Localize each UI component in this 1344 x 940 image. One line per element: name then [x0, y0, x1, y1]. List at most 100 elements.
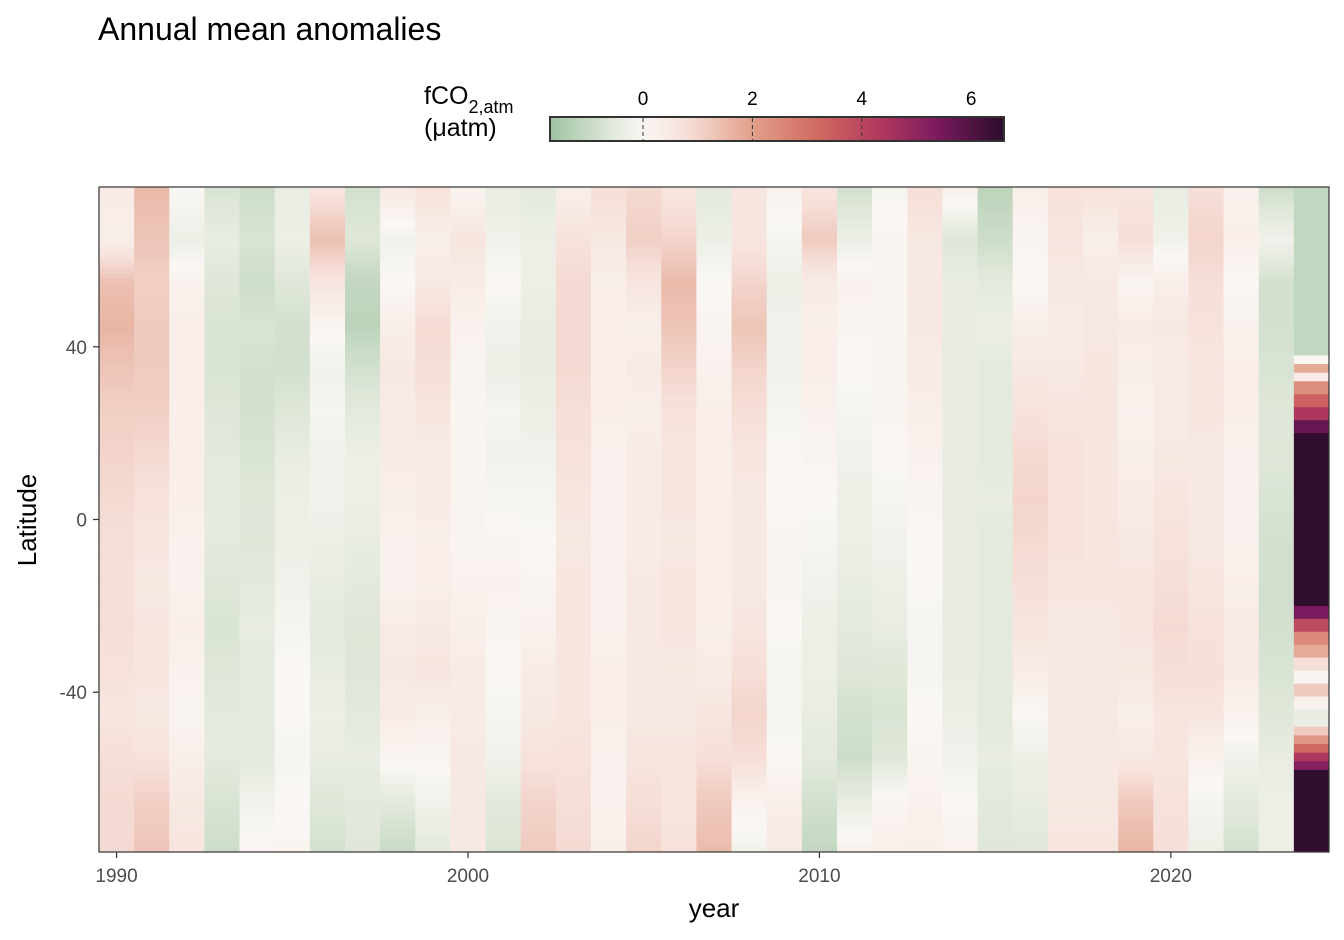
heatmap-cell: [1013, 792, 1049, 797]
heatmap-cell: [591, 420, 627, 425]
heatmap-cell: [1083, 386, 1119, 391]
heatmap-cell: [240, 705, 276, 710]
heatmap-cell: [978, 191, 1014, 196]
heatmap-cell: [767, 748, 803, 753]
heatmap-cell: [661, 731, 697, 736]
heatmap-cell: [1153, 722, 1189, 727]
heatmap-cell: [380, 589, 416, 594]
heatmap-cell: [99, 619, 135, 624]
heatmap-cell: [521, 571, 557, 576]
heatmap-cell: [626, 239, 662, 244]
heatmap-cell: [732, 826, 768, 831]
heatmap-cell: [380, 209, 416, 214]
heatmap-cell: [802, 602, 838, 607]
heatmap-cell: [521, 718, 557, 723]
heatmap-cell: [732, 822, 768, 827]
heatmap-cell: [1013, 571, 1049, 576]
heatmap-cell: [169, 714, 205, 719]
heatmap-cell: [204, 330, 240, 335]
heatmap-cell: [1083, 610, 1119, 615]
heatmap-cell: [415, 217, 451, 222]
heatmap-cell: [1083, 187, 1119, 192]
heatmap-cell: [99, 386, 135, 391]
heatmap-cell: [942, 779, 978, 784]
heatmap-cell: [1188, 830, 1224, 835]
heatmap-cell: [907, 779, 943, 784]
heatmap-cell: [169, 748, 205, 753]
heatmap-cell: [310, 722, 346, 727]
heatmap-cell: [1048, 528, 1084, 533]
heatmap-cell: [240, 468, 276, 473]
heatmap-cell: [450, 200, 486, 205]
heatmap-cell: [415, 494, 451, 499]
heatmap-cell: [942, 593, 978, 598]
heatmap-cell: [1083, 481, 1119, 486]
heatmap-cell: [204, 550, 240, 555]
heatmap-cell: [802, 817, 838, 822]
heatmap-cell: [240, 338, 276, 343]
heatmap-cell: [204, 425, 240, 430]
heatmap-cell: [767, 800, 803, 805]
heatmap-cell: [626, 295, 662, 300]
heatmap-cell: [521, 632, 557, 637]
heatmap-cell: [591, 187, 627, 192]
heatmap-cell: [380, 463, 416, 468]
heatmap-cell: [978, 291, 1014, 296]
heatmap-cell: [1013, 576, 1049, 581]
heatmap-cell: [1048, 809, 1084, 814]
heatmap-cell: [240, 425, 276, 430]
heatmap-cell: [415, 757, 451, 762]
heatmap-cell: [415, 610, 451, 615]
heatmap-cell: [486, 386, 522, 391]
heatmap-cell: [521, 597, 557, 602]
heatmap-cell: [521, 472, 557, 477]
heatmap-cell: [134, 839, 170, 844]
heatmap-cell: [204, 627, 240, 632]
heatmap-cell: [204, 286, 240, 291]
heatmap-cell: [345, 351, 381, 356]
heatmap-cell: [1048, 442, 1084, 447]
heatmap-cell: [450, 330, 486, 335]
heatmap-cell: [591, 541, 627, 546]
heatmap-cell: [204, 429, 240, 434]
heatmap-cell: [1083, 541, 1119, 546]
heatmap-cell: [380, 247, 416, 252]
heatmap-cell: [99, 304, 135, 309]
heatmap-cell: [591, 753, 627, 758]
heatmap-cell: [99, 334, 135, 339]
heatmap-cell: [942, 204, 978, 209]
heatmap-cell: [661, 455, 697, 460]
heatmap-cell: [450, 666, 486, 671]
heatmap-cell: [1153, 843, 1189, 848]
heatmap-cell: [696, 342, 732, 347]
heatmap-cell: [521, 584, 557, 589]
heatmap-cell: [872, 416, 908, 421]
heatmap-cell: [450, 230, 486, 235]
heatmap-cell: [415, 463, 451, 468]
heatmap-cell: [169, 416, 205, 421]
heatmap-cell: [978, 355, 1014, 360]
heatmap-cell: [1118, 532, 1154, 537]
heatmap-cell: [1013, 377, 1049, 382]
heatmap-cell: [696, 252, 732, 257]
heatmap-cell: [907, 485, 943, 490]
heatmap-cell: [696, 580, 732, 585]
heatmap-cell: [942, 308, 978, 313]
heatmap-cell: [486, 256, 522, 261]
heatmap-cell: [521, 830, 557, 835]
heatmap-cell: [240, 722, 276, 727]
heatmap-cell: [767, 662, 803, 667]
heatmap-cell: [310, 675, 346, 680]
heatmap-cell: [767, 360, 803, 365]
heatmap-cell: [1118, 735, 1154, 740]
heatmap-cell: [1083, 412, 1119, 417]
heatmap-cell: [521, 459, 557, 464]
heatmap-cell: [1083, 321, 1119, 326]
heatmap-cell: [486, 740, 522, 745]
heatmap-cell: [380, 537, 416, 542]
heatmap-cell: [1118, 830, 1154, 835]
heatmap-cell: [837, 545, 873, 550]
heatmap-cell: [767, 321, 803, 326]
heatmap-cell: [1118, 748, 1154, 753]
heatmap-cell: [240, 446, 276, 451]
